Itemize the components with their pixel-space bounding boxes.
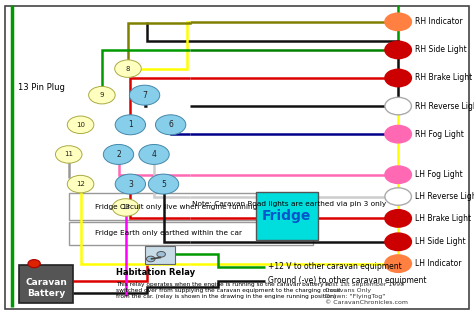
Circle shape <box>385 166 411 183</box>
Text: RH Indicator: RH Indicator <box>415 17 462 26</box>
Text: 1: 1 <box>128 120 133 129</box>
Text: 9: 9 <box>100 92 104 98</box>
Text: RH Fog Light: RH Fog Light <box>415 130 464 139</box>
Text: 12: 12 <box>76 181 85 187</box>
Circle shape <box>385 255 411 272</box>
Text: Battery: Battery <box>27 289 65 298</box>
FancyBboxPatch shape <box>19 265 73 303</box>
Circle shape <box>89 86 115 104</box>
Circle shape <box>112 199 139 216</box>
Text: Fridge: Fridge <box>262 209 311 223</box>
Circle shape <box>67 116 94 134</box>
Circle shape <box>115 60 141 77</box>
Circle shape <box>146 256 155 262</box>
Text: RH Reverse Light: RH Reverse Light <box>415 102 474 110</box>
Circle shape <box>115 115 146 135</box>
Text: 5: 5 <box>161 180 166 188</box>
Circle shape <box>385 69 411 87</box>
Text: 13: 13 <box>121 204 130 211</box>
Text: 3: 3 <box>128 180 133 188</box>
Text: LH Fog Light: LH Fog Light <box>415 170 463 179</box>
Text: This relay operates when the engine is running so the caravan battery is
switche: This relay operates when the engine is r… <box>116 282 341 299</box>
Text: 6: 6 <box>168 120 173 129</box>
Circle shape <box>139 144 169 164</box>
Circle shape <box>385 188 411 205</box>
Text: +12 V to other caravan equipment: +12 V to other caravan equipment <box>268 262 401 271</box>
Circle shape <box>385 13 411 31</box>
Text: Caravan: Caravan <box>26 278 67 287</box>
Circle shape <box>55 146 82 163</box>
Circle shape <box>28 260 40 268</box>
Text: Fridge Earth only earthed within the car: Fridge Earth only earthed within the car <box>95 230 242 236</box>
Text: RH Brake Light: RH Brake Light <box>415 74 472 82</box>
Circle shape <box>385 97 411 115</box>
Circle shape <box>155 115 186 135</box>
Text: 7: 7 <box>142 91 147 100</box>
Text: Note: Caravan Road lights are earthed via pin 3 only: Note: Caravan Road lights are earthed vi… <box>192 201 386 207</box>
Text: LH Indicator: LH Indicator <box>415 259 461 268</box>
Text: 10: 10 <box>76 122 85 128</box>
Text: RH Side Light: RH Side Light <box>415 46 466 54</box>
FancyBboxPatch shape <box>256 192 318 240</box>
Text: 11: 11 <box>64 151 73 158</box>
Text: 2: 2 <box>116 150 121 159</box>
Circle shape <box>67 175 94 193</box>
Circle shape <box>385 233 411 251</box>
Circle shape <box>115 174 146 194</box>
Circle shape <box>385 210 411 227</box>
Text: 13 Pin Plug: 13 Pin Plug <box>18 83 65 92</box>
Text: Ground (-ve) to other caravan equipment: Ground (-ve) to other caravan equipment <box>268 276 426 285</box>
Text: 4: 4 <box>152 150 156 159</box>
Text: Habitation Relay: Habitation Relay <box>116 268 195 276</box>
Text: Fridge Circuit only live when engine running: Fridge Circuit only live when engine run… <box>95 203 257 210</box>
Circle shape <box>385 41 411 59</box>
Text: LH Brake Light: LH Brake Light <box>415 214 471 223</box>
Text: Post 1st September 1998
Caravans Only
Drawn: "FlyingTog"
© CaravanChronicles.com: Post 1st September 1998 Caravans Only Dr… <box>325 282 408 305</box>
FancyBboxPatch shape <box>145 246 175 264</box>
Circle shape <box>385 125 411 143</box>
Text: LH Reverse Light: LH Reverse Light <box>415 192 474 201</box>
Circle shape <box>103 144 134 164</box>
Circle shape <box>148 174 179 194</box>
Circle shape <box>157 251 165 257</box>
Text: LH Side Light: LH Side Light <box>415 237 465 246</box>
Circle shape <box>129 85 160 105</box>
Text: 8: 8 <box>126 66 130 72</box>
